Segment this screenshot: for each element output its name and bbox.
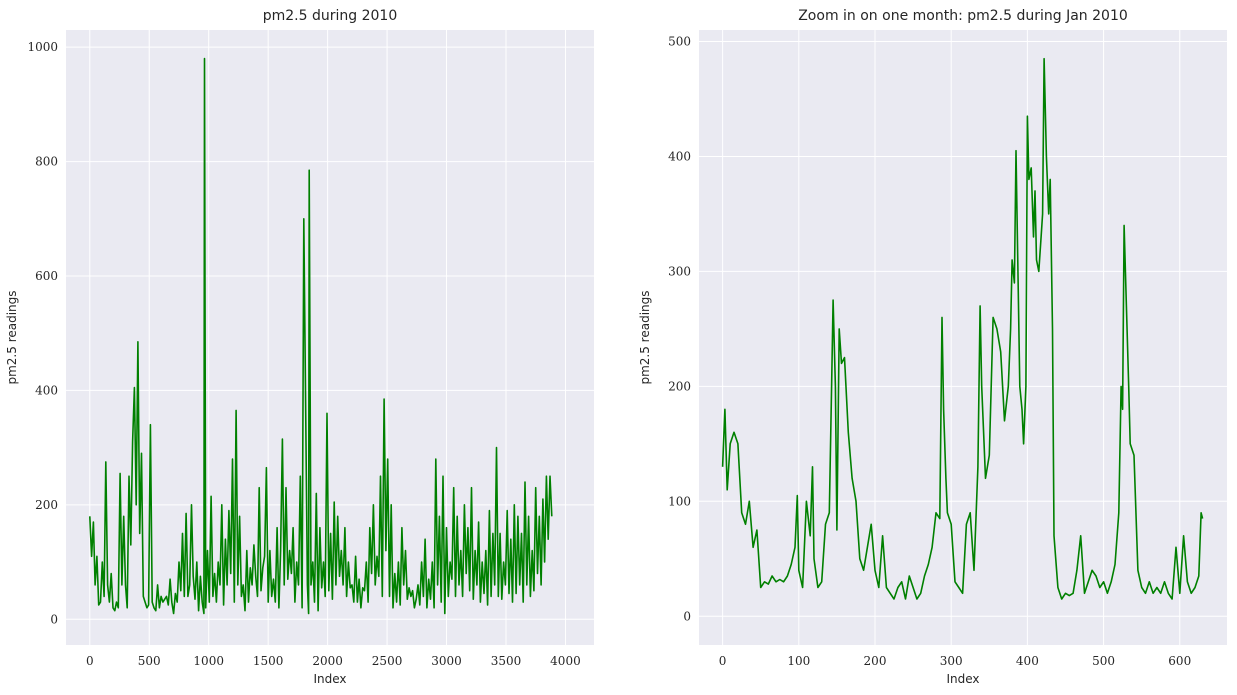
x-tick-label: 1000 xyxy=(193,654,224,668)
x-tick-label: 500 xyxy=(1092,654,1115,668)
x-tick-label: 500 xyxy=(138,654,161,668)
plot-area xyxy=(699,30,1227,645)
chart-title: Zoom in on one month: pm2.5 during Jan 2… xyxy=(798,8,1128,24)
x-tick-label: 3500 xyxy=(491,654,522,668)
right-chart-panel: 0 100 200 300 400 500 600 0 100 200 300 400 500 Zoom … xyxy=(638,8,1227,686)
x-tick-label: 0 xyxy=(719,654,727,668)
chart-title: pm2.5 during 2010 xyxy=(263,8,397,24)
y-tick-label: 800 xyxy=(35,155,58,169)
x-tick-label: 4000 xyxy=(550,654,581,668)
pm25-series-line xyxy=(89,57,553,615)
y-tick-label: 0 xyxy=(683,609,691,623)
y-axis-label: pm2.5 readings xyxy=(638,290,652,384)
y-tick-label: 1000 xyxy=(27,40,58,54)
y-tick-label: 500 xyxy=(668,34,691,48)
y-axis-label: pm2.5 readings xyxy=(5,290,19,384)
x-tick-label: 0 xyxy=(86,654,94,668)
x-tick-label: 100 xyxy=(787,654,810,668)
y-tick-label: 400 xyxy=(668,149,691,163)
x-tick-label: 2500 xyxy=(372,654,403,668)
pm25-series-line xyxy=(721,57,1204,600)
y-tick-label: 200 xyxy=(35,498,58,512)
x-tick-label: 400 xyxy=(1016,654,1039,668)
y-tick-label: 100 xyxy=(668,494,691,508)
x-axis-label: Index xyxy=(946,672,979,686)
x-tick-label: 600 xyxy=(1168,654,1191,668)
x-axis-label: Index xyxy=(313,672,346,686)
y-tick-label: 400 xyxy=(35,383,58,397)
y-tick-label: 200 xyxy=(668,379,691,393)
y-tick-label: 0 xyxy=(50,612,58,626)
left-chart-panel: 0 500 1000 1500 2000 2500 3000 3500 4000 0 200 400 6… xyxy=(5,8,594,686)
x-tick-label: 200 xyxy=(864,654,887,668)
x-tick-label: 300 xyxy=(940,654,963,668)
x-tick-label: 1500 xyxy=(253,654,284,668)
x-tick-label: 3000 xyxy=(431,654,462,668)
x-tick-label: 2000 xyxy=(312,654,343,668)
y-tick-label: 600 xyxy=(35,269,58,283)
y-tick-label: 300 xyxy=(668,264,691,278)
